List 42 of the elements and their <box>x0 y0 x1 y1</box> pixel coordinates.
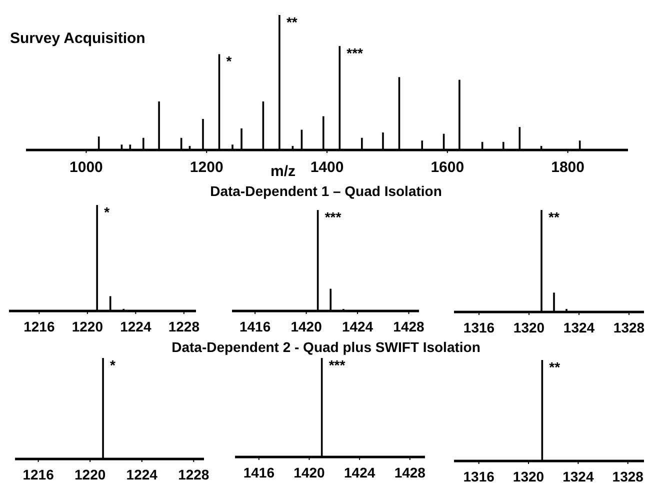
x-tick-label: 1228 <box>168 318 200 335</box>
x-tick-label: 1328 <box>613 320 645 336</box>
x-tick-label: 1216 <box>22 466 54 483</box>
x-tick-label: 1600 <box>430 158 464 176</box>
annotation: ** <box>548 209 560 225</box>
chart-title: Data-Dependent 2 - Quad plus SWIFT Isolation <box>172 339 480 355</box>
x-tick-label: 1800 <box>551 158 584 176</box>
x-tick-label: 1320 <box>513 320 545 336</box>
x-tick-label: 1320 <box>512 468 544 483</box>
text: Survey Acquisition <box>10 30 146 47</box>
x-tick-label: 1316 <box>463 320 495 336</box>
x-tick-label: 1420 <box>294 464 326 481</box>
x-tick-label: 1416 <box>243 464 275 481</box>
x-tick-label: 1324 <box>563 320 595 336</box>
annotation: * <box>226 53 232 70</box>
x-tick-label: 1324 <box>562 468 594 483</box>
x-tick-label: 1428 <box>394 464 426 481</box>
x-tick-label: 1316 <box>463 468 495 483</box>
annotation: ** <box>549 359 561 375</box>
x-tick-label: 1420 <box>290 318 322 335</box>
x-tick-label: 1424 <box>344 464 376 481</box>
x-tick-label: 1424 <box>342 318 374 335</box>
x-tick-label: 1220 <box>72 318 104 335</box>
chart-title: Data-Dependent 1 – Quad Isolation <box>210 183 442 199</box>
annotation: ** <box>286 14 298 30</box>
x-tick-label: 1200 <box>190 158 224 176</box>
x-tick-label: 1000 <box>70 158 103 176</box>
x-tick-label: 1400 <box>310 158 344 176</box>
x-tick-label: 1228 <box>178 466 210 483</box>
x-tick-label: 1224 <box>120 318 152 335</box>
x-tick-label: 1328 <box>612 468 644 483</box>
x-tick-label: 1224 <box>126 466 158 483</box>
x-tick-label: 1216 <box>24 318 55 335</box>
annotation: * <box>110 357 116 373</box>
x-tick-label: 1416 <box>239 318 271 335</box>
x-axis-title: m/z <box>270 163 296 180</box>
annotation: *** <box>328 357 346 373</box>
annotation: *** <box>324 209 342 225</box>
x-tick-label: 1428 <box>393 318 425 335</box>
x-tick-label: 1220 <box>74 466 106 483</box>
annotation: *** <box>346 45 364 62</box>
annotation: * <box>104 204 110 220</box>
